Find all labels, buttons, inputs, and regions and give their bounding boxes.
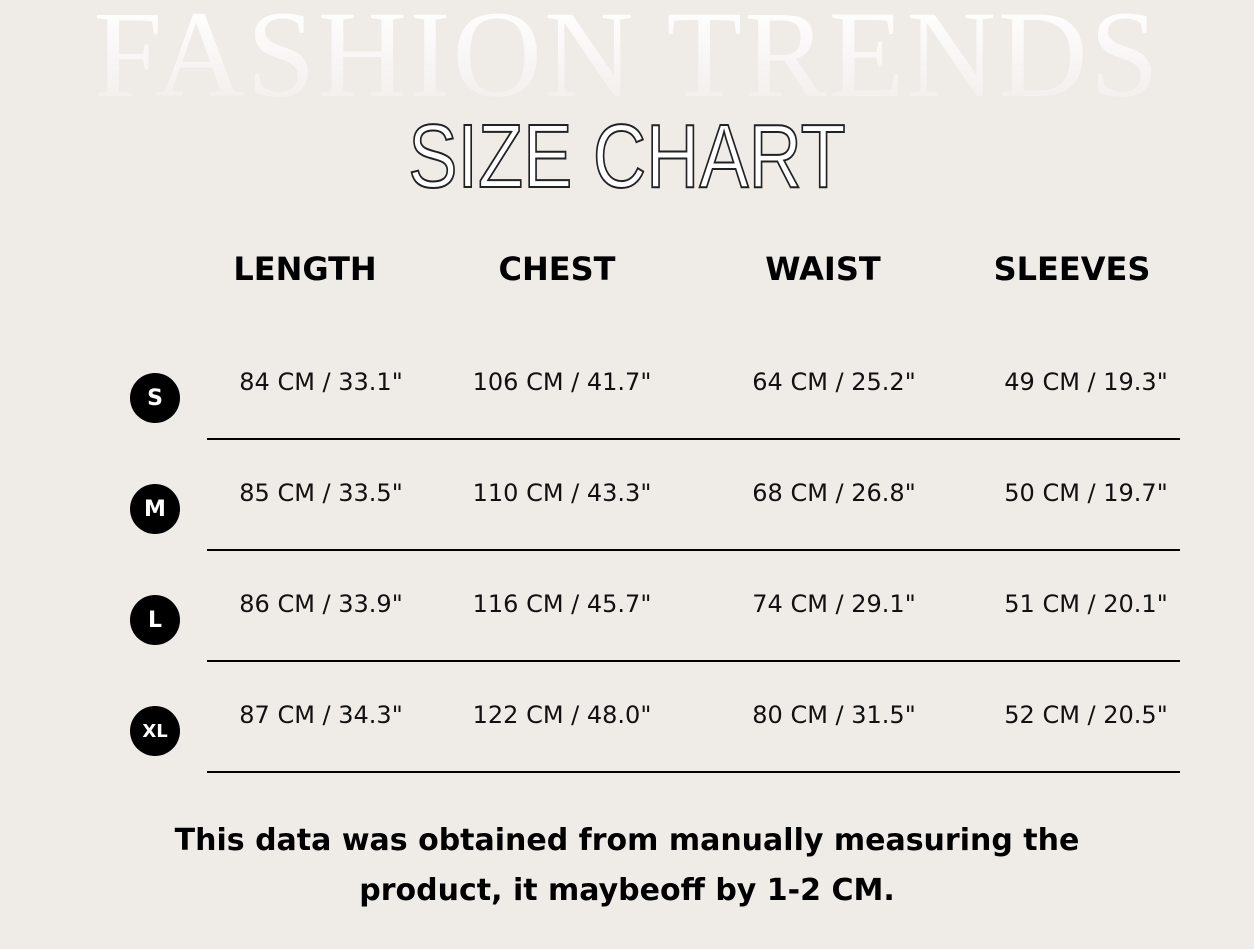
table-cell-m-length: 85 CM / 33.5" <box>239 479 403 507</box>
column-header-sleeves: SLEEVES <box>993 250 1151 288</box>
table-cell-m-chest: 110 CM / 43.3" <box>472 479 652 507</box>
table-cell-l-length: 86 CM / 33.9" <box>239 590 403 618</box>
table-cell-s-length: 84 CM / 33.1" <box>239 368 403 396</box>
column-header-length: LENGTH <box>233 250 377 288</box>
table-cell-xl-sleeves: 52 CM / 20.5" <box>1004 701 1168 729</box>
size-badge-xl: XL <box>130 706 180 756</box>
background-watermark-title: FASHION TRENDS <box>0 0 1254 117</box>
column-header-waist: WAIST <box>765 250 881 288</box>
row-divider <box>207 549 1180 551</box>
table-cell-l-sleeves: 51 CM / 20.1" <box>1004 590 1168 618</box>
size-badge-s: S <box>130 373 180 423</box>
table-cell-xl-length: 87 CM / 34.3" <box>239 701 403 729</box>
row-divider <box>207 438 1180 440</box>
table-cell-s-waist: 64 CM / 25.2" <box>752 368 916 396</box>
table-cell-m-sleeves: 50 CM / 19.7" <box>1004 479 1168 507</box>
table-cell-m-waist: 68 CM / 26.8" <box>752 479 916 507</box>
size-badge-l: L <box>130 595 180 645</box>
measurement-note: This data was obtained from manually mea… <box>174 823 1080 908</box>
table-cell-l-waist: 74 CM / 29.1" <box>752 590 916 618</box>
row-divider <box>207 660 1180 662</box>
size-badge-m: M <box>130 484 180 534</box>
page-title: SIZE CHART <box>407 107 846 207</box>
table-cell-s-sleeves: 49 CM / 19.3" <box>1004 368 1168 396</box>
row-divider <box>207 771 1180 773</box>
table-cell-xl-chest: 122 CM / 48.0" <box>472 701 652 729</box>
column-header-chest: CHEST <box>498 250 616 288</box>
table-cell-l-chest: 116 CM / 45.7" <box>472 590 652 618</box>
table-cell-s-chest: 106 CM / 41.7" <box>472 368 652 396</box>
table-cell-xl-waist: 80 CM / 31.5" <box>752 701 916 729</box>
